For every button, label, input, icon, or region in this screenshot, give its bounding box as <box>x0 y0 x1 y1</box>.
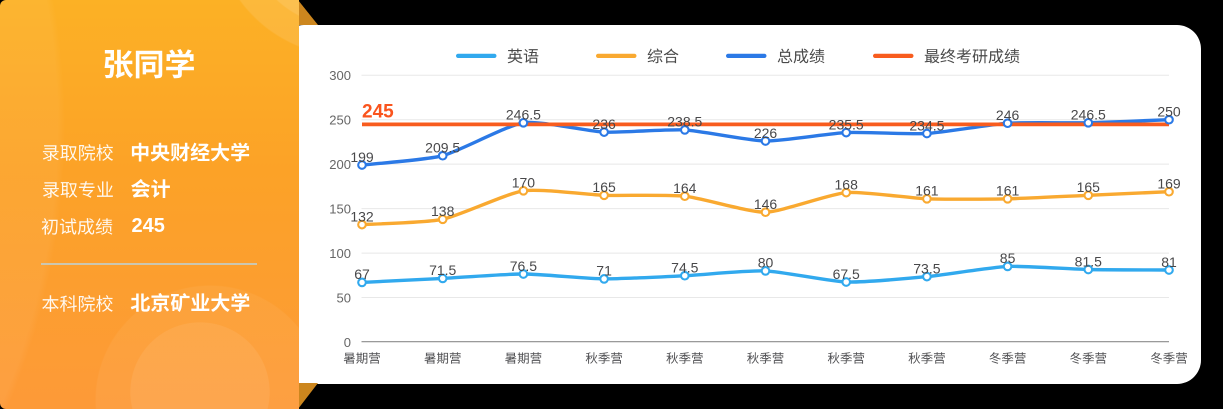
svg-text:165: 165 <box>1077 179 1101 195</box>
svg-text:250: 250 <box>329 113 351 128</box>
svg-text:67: 67 <box>354 266 370 282</box>
svg-text:250: 250 <box>1157 104 1181 120</box>
svg-text:238.5: 238.5 <box>667 114 702 130</box>
svg-text:165: 165 <box>592 179 616 195</box>
svg-text:246.5: 246.5 <box>506 107 541 123</box>
svg-text:199: 199 <box>350 149 374 165</box>
svg-text:71.5: 71.5 <box>429 262 456 278</box>
svg-text:200: 200 <box>329 157 351 172</box>
svg-text:170: 170 <box>512 175 536 191</box>
svg-text:81.5: 81.5 <box>1075 253 1102 269</box>
svg-text:246.5: 246.5 <box>1071 107 1106 123</box>
svg-text:150: 150 <box>329 202 351 217</box>
svg-text:0: 0 <box>344 335 351 350</box>
svg-text:132: 132 <box>350 208 374 224</box>
svg-text:74.5: 74.5 <box>671 260 698 276</box>
svg-text:73.5: 73.5 <box>913 260 940 276</box>
svg-text:169: 169 <box>1157 176 1181 192</box>
svg-text:80: 80 <box>758 255 774 271</box>
svg-text:71: 71 <box>596 263 612 279</box>
svg-text:234.5: 234.5 <box>909 117 944 133</box>
svg-text:146: 146 <box>754 196 778 212</box>
svg-text:209.5: 209.5 <box>425 140 460 156</box>
svg-text:226: 226 <box>754 125 778 141</box>
svg-text:235.5: 235.5 <box>829 116 864 132</box>
svg-text:236: 236 <box>592 116 616 132</box>
svg-text:245: 245 <box>362 101 394 122</box>
svg-text:50: 50 <box>337 291 351 306</box>
svg-text:85: 85 <box>1000 250 1016 266</box>
svg-text:246: 246 <box>996 107 1020 123</box>
svg-text:164: 164 <box>673 180 697 196</box>
svg-text:81: 81 <box>1161 254 1177 270</box>
svg-text:161: 161 <box>915 183 939 199</box>
svg-text:161: 161 <box>996 183 1020 199</box>
svg-text:100: 100 <box>329 246 351 261</box>
svg-text:76.5: 76.5 <box>510 258 537 274</box>
svg-text:138: 138 <box>431 203 455 219</box>
svg-text:300: 300 <box>329 68 351 83</box>
svg-text:67.5: 67.5 <box>833 266 860 282</box>
svg-text:168: 168 <box>835 176 859 192</box>
